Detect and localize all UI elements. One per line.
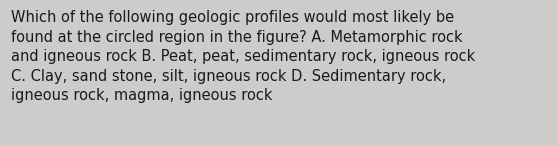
Text: Which of the following geologic profiles would most likely be
found at the circl: Which of the following geologic profiles… xyxy=(11,10,475,103)
